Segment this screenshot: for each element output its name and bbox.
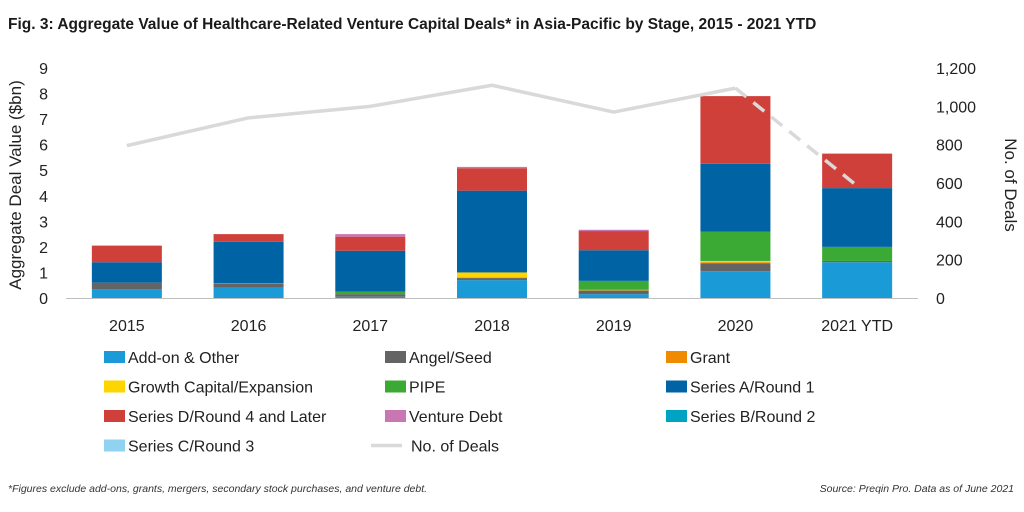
bar-segment <box>335 236 406 251</box>
legend-swatch <box>104 351 125 363</box>
bar-segment <box>335 250 406 292</box>
bar-segment <box>213 241 284 284</box>
y-tick-label: 5 <box>39 163 48 180</box>
bar-segment <box>457 280 527 298</box>
source-note: Source: Preqin Pro. Data as of June 2021 <box>819 483 1014 495</box>
bar-segment <box>578 290 649 295</box>
y2-tick-label: 1,200 <box>936 61 976 78</box>
bar-segment <box>578 231 649 251</box>
y2-tick-label: 0 <box>936 291 945 308</box>
bar-segment <box>700 231 771 261</box>
bar-segment <box>578 289 649 291</box>
legend-label: Angel/Seed <box>409 350 492 367</box>
bar-segment <box>457 277 527 279</box>
legend-swatch <box>385 351 406 363</box>
x-tick-label: 2018 <box>474 318 510 335</box>
legend-label: No. of Deals <box>411 439 499 456</box>
bar-segment <box>457 168 527 191</box>
y-tick-label: 0 <box>39 291 48 308</box>
x-tick-label: 2021 YTD <box>821 318 893 335</box>
bar-segment <box>457 190 527 273</box>
footnote: *Figures exclude add-ons, grants, merger… <box>8 483 428 495</box>
legend-label: Add-on & Other <box>128 350 240 367</box>
x-tick-label: 2020 <box>718 318 754 335</box>
y-tick-label: 6 <box>39 138 48 155</box>
legend-swatch <box>385 410 406 422</box>
bar-segment <box>822 153 893 189</box>
bar-segment <box>578 229 649 232</box>
bar-segment <box>700 262 771 264</box>
legend-label: Series C/Round 3 <box>128 439 254 456</box>
y-axis-title: Aggregate Deal Value ($bn) <box>6 80 25 290</box>
bar-segment <box>457 278 527 281</box>
bar-segment <box>700 263 771 272</box>
legend: Add-on & Other Angel/Seed Grant Growth Capi… <box>104 350 816 456</box>
bar-segment <box>578 250 649 281</box>
legend-label: Series D/Round 4 and Later <box>128 409 327 426</box>
x-tick-label: 2016 <box>231 318 267 335</box>
bar-segment <box>213 287 284 298</box>
bar-segment <box>91 262 162 283</box>
y2-tick-label: 1,000 <box>936 99 976 116</box>
bar-segment <box>700 271 771 298</box>
legend-swatch <box>385 380 406 393</box>
bar-segment <box>822 260 893 263</box>
bar-segment <box>213 234 284 242</box>
bar-segment <box>91 289 162 298</box>
bar-segment <box>91 282 162 290</box>
bar-segment <box>700 260 771 263</box>
deals-line <box>126 83 859 188</box>
bar-segment <box>457 166 527 169</box>
deals-line-solid <box>126 83 736 148</box>
legend-swatch <box>666 380 687 393</box>
legend-label: Grant <box>690 350 731 367</box>
y-tick-label: 1 <box>39 265 48 282</box>
legend-swatch <box>104 439 125 452</box>
y-tick-label: 2 <box>39 240 48 257</box>
bar-segment <box>578 280 649 290</box>
bar-segment <box>335 234 406 237</box>
legend-swatch <box>666 351 687 363</box>
bar-segment <box>700 163 771 232</box>
y-tick-label: 3 <box>39 214 48 231</box>
y2-axis-title: No. of Deals <box>1001 138 1020 232</box>
bar-segment <box>213 283 284 288</box>
bar-segment <box>335 294 406 297</box>
y2-tick-label: 400 <box>936 214 963 231</box>
chart-title: Fig. 3: Aggregate Value of Healthcare-Re… <box>8 16 817 33</box>
legend-swatch <box>104 380 125 393</box>
bar-segment <box>822 262 893 298</box>
bar-segment <box>213 283 284 284</box>
y-tick-label: 7 <box>39 112 48 129</box>
legend-swatch <box>666 410 687 422</box>
bar-segment <box>457 272 527 278</box>
bars <box>91 96 893 298</box>
y2-tick-label: 800 <box>936 138 963 155</box>
legend-label: Series A/Round 1 <box>690 380 815 397</box>
axis-labels: 0 1 2 3 4 5 6 7 8 9 0 200 400 600 800 1,000 1,200 Aggrega… <box>6 61 1020 335</box>
y-tick-label: 9 <box>39 61 48 78</box>
bar-segment <box>822 188 893 247</box>
legend-label: PIPE <box>409 380 445 397</box>
bar-segment <box>578 294 649 298</box>
x-tick-label: 2017 <box>352 318 388 335</box>
bar-segment <box>335 296 406 298</box>
x-tick-label: 2019 <box>596 318 632 335</box>
legend-label: Venture Debt <box>409 409 503 426</box>
y-tick-label: 4 <box>39 189 48 206</box>
bar-segment <box>822 246 893 261</box>
legend-label: Series B/Round 2 <box>690 409 816 426</box>
y2-tick-label: 600 <box>936 176 963 193</box>
y-tick-label: 8 <box>39 87 48 104</box>
x-tick-label: 2015 <box>109 318 145 335</box>
y2-tick-label: 200 <box>936 253 963 270</box>
legend-swatch <box>104 410 125 422</box>
bar-segment <box>335 291 406 295</box>
legend-label: Growth Capital/Expansion <box>128 380 313 397</box>
deals-line-dashed <box>734 86 859 188</box>
bar-segment <box>91 245 162 263</box>
